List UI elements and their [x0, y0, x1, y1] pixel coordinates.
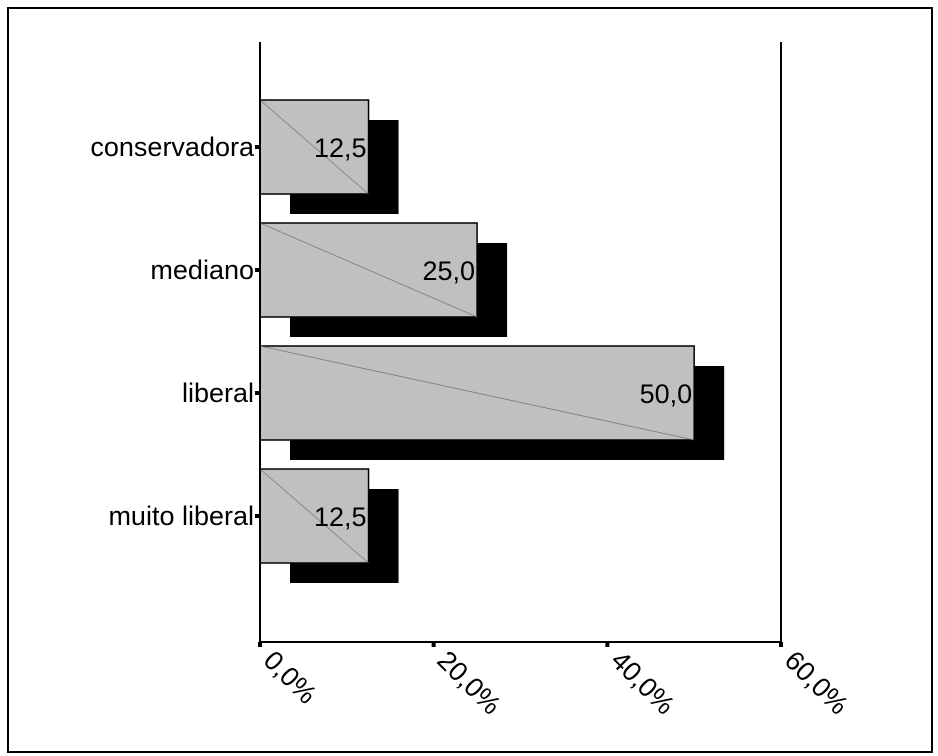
category-tick — [255, 145, 260, 149]
value-label: 12,5 — [314, 133, 367, 163]
category-label: conservadora — [90, 132, 255, 162]
category-label: mediano — [150, 255, 254, 285]
value-label: 25,0 — [423, 256, 476, 286]
bar-diagonal — [259, 222, 478, 318]
value-label: 12,5 — [314, 502, 367, 532]
x-tick-label: 0,0% — [258, 645, 323, 710]
x-tick — [258, 642, 262, 647]
category-label: liberal — [182, 378, 254, 408]
bar-diagonal — [259, 99, 369, 195]
bar-diagonal — [259, 468, 369, 564]
x-tick-label: 20,0% — [431, 645, 506, 720]
category-tick — [255, 514, 260, 518]
x-tick — [605, 642, 610, 647]
x-tick — [779, 642, 783, 647]
category-tick — [255, 391, 260, 395]
category-tick — [255, 268, 260, 272]
x-tick — [431, 642, 436, 647]
category-label: muito liberal — [108, 501, 254, 531]
x-tick-label: 60,0% — [779, 645, 854, 720]
bar-diagonal — [259, 345, 695, 441]
value-label: 50,0 — [640, 379, 693, 409]
x-tick-label: 40,0% — [605, 645, 680, 720]
